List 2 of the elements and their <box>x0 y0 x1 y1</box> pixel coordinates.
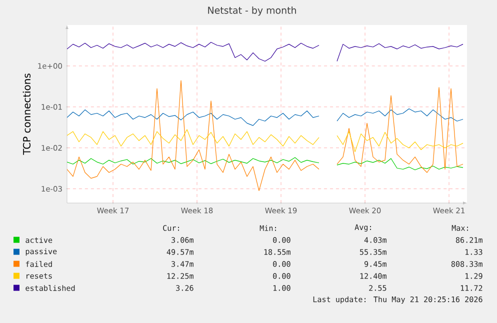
y-axis-title: TCP connections <box>22 74 31 155</box>
chart-title: Netstat - by month <box>208 6 296 16</box>
